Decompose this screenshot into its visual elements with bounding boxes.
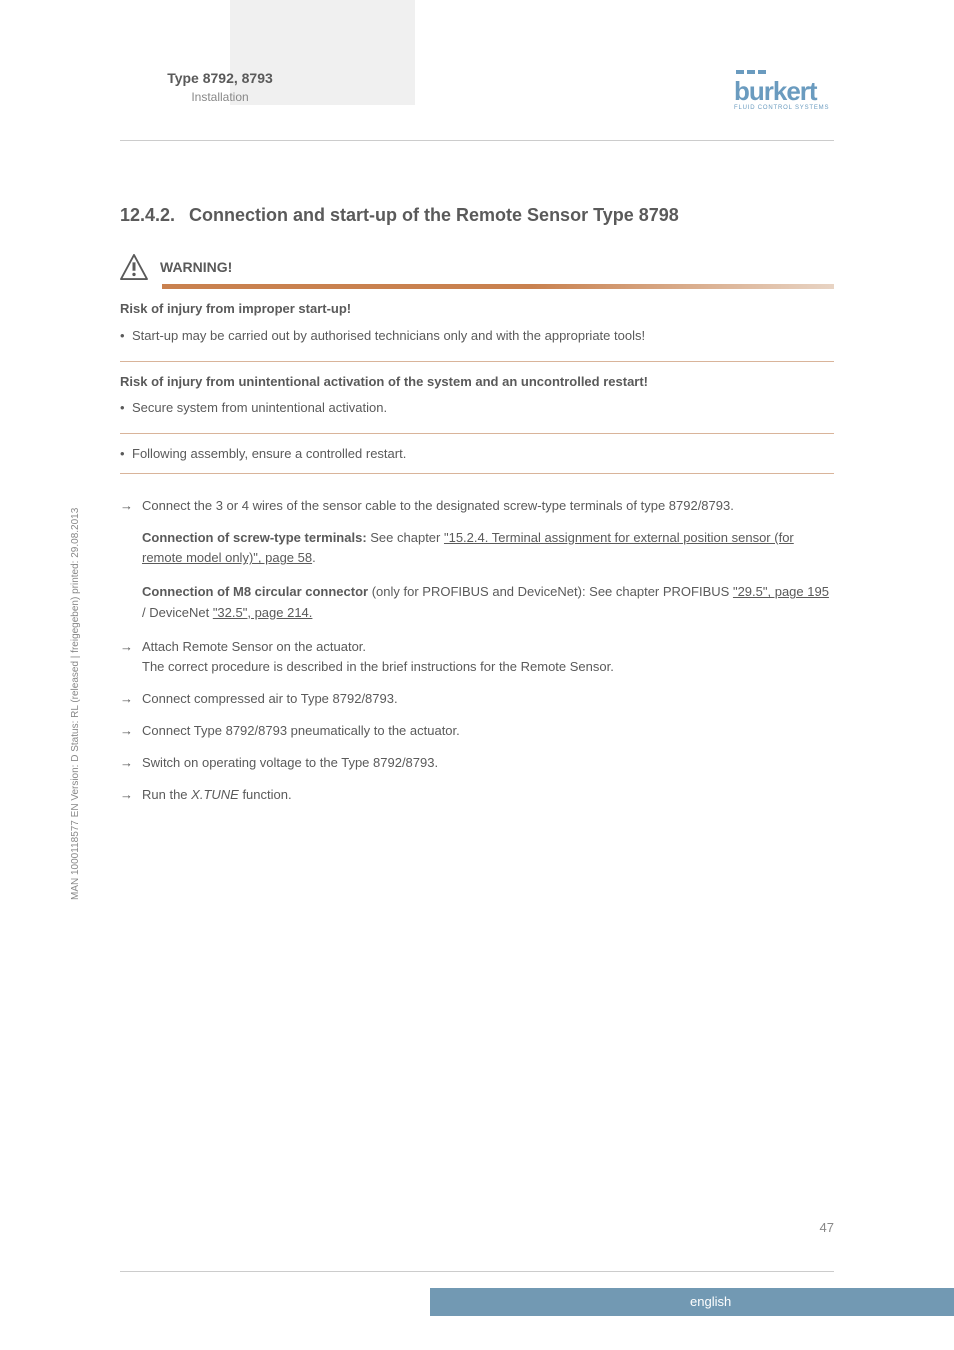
header-rule xyxy=(120,140,834,141)
step-5: → Switch on operating voltage to the Typ… xyxy=(120,753,834,773)
warning-rule-1 xyxy=(120,361,834,362)
main-content: 12.4.2. Connection and start-up of the Re… xyxy=(120,205,834,818)
arrow-icon: → xyxy=(120,785,133,805)
conn-m8-link1[interactable]: "29.5", page 195 xyxy=(733,584,829,599)
arrow-icon: → xyxy=(120,689,133,709)
step-5-text: Switch on operating voltage to the Type … xyxy=(142,755,438,770)
footer-rule xyxy=(120,1271,834,1272)
conn-m8-mid: / DeviceNet xyxy=(142,605,213,620)
section-title: 12.4.2. Connection and start-up of the Re… xyxy=(120,205,834,226)
warning-rule-3 xyxy=(120,473,834,474)
warning-bullet-1: Start-up may be carried out by authorise… xyxy=(120,326,834,347)
arrow-icon: → xyxy=(120,753,133,773)
warning-box: WARNING! Risk of injury from improper st… xyxy=(120,254,834,474)
warning-heading-1: Risk of injury from improper start-up! xyxy=(120,299,834,320)
vertical-meta-text: MAN 1000118577 EN Version: D Status: RL … xyxy=(70,508,81,900)
step-6: → Run the X.TUNE function. xyxy=(120,785,834,805)
warning-bullet-2b: Following assembly, ensure a controlled … xyxy=(120,444,834,465)
warning-heading-2: Risk of injury from unintentional activa… xyxy=(120,372,834,393)
step-3: → Connect compressed air to Type 8792/87… xyxy=(120,689,834,709)
header-subtitle: Installation xyxy=(120,90,320,104)
step-1: → Connect the 3 or 4 wires of the sensor… xyxy=(120,496,834,516)
step-4: → Connect Type 8792/8793 pneumatically t… xyxy=(120,721,834,741)
section-number: 12.4.2. xyxy=(120,205,175,225)
conn-screw-lead: Connection of screw-type terminals: xyxy=(142,530,370,545)
page-number: 47 xyxy=(820,1220,834,1235)
arrow-icon: → xyxy=(120,496,133,516)
body-text: → Connect the 3 or 4 wires of the sensor… xyxy=(120,496,834,806)
warning-label: WARNING! xyxy=(160,259,232,275)
warning-triangle-icon xyxy=(120,254,148,280)
type-line: Type 8792, 8793 xyxy=(120,70,320,86)
footer-bar: english xyxy=(430,1288,954,1316)
logo-text: burkert xyxy=(734,76,834,107)
page-header: Type 8792, 8793 Installation burkert FLU… xyxy=(0,70,954,111)
arrow-icon: → xyxy=(120,721,133,741)
conn-screw-tail: . xyxy=(312,550,316,565)
step-6-post: function. xyxy=(239,787,292,802)
step-6-italic: X.TUNE xyxy=(191,787,239,802)
footer-language: english xyxy=(690,1294,731,1309)
warning-rule-2 xyxy=(120,433,834,434)
connection-screw-block: Connection of screw-type terminals: See … xyxy=(120,528,834,568)
step-2: → Attach Remote Sensor on the actuator. … xyxy=(120,637,834,677)
header-right: burkert FLUID CONTROL SYSTEMS xyxy=(734,70,834,111)
step-2a-text: Attach Remote Sensor on the actuator. xyxy=(142,639,366,654)
connection-m8-block: Connection of M8 circular connector (onl… xyxy=(120,582,834,622)
arrow-icon: → xyxy=(120,637,133,657)
step-4-text: Connect Type 8792/8793 pneumatically to … xyxy=(142,723,460,738)
logo-subtext: FLUID CONTROL SYSTEMS xyxy=(734,105,834,111)
section-heading: Connection and start-up of the Remote Se… xyxy=(189,205,679,225)
warning-bar xyxy=(162,284,834,289)
warning-bullet-2a: Secure system from unintentional activat… xyxy=(120,398,834,419)
step-2b-text: The correct procedure is described in th… xyxy=(142,659,614,674)
step-1-text: Connect the 3 or 4 wires of the sensor c… xyxy=(142,498,734,513)
step-6-pre: Run the xyxy=(142,787,191,802)
conn-m8-paren: (only for PROFIBUS and DeviceNet): See c… xyxy=(372,584,733,599)
conn-screw-text: See chapter xyxy=(370,530,444,545)
conn-m8-link2[interactable]: "32.5", page 214. xyxy=(213,605,313,620)
conn-m8-lead: Connection of M8 circular connector xyxy=(142,584,372,599)
burkert-logo: burkert FLUID CONTROL SYSTEMS xyxy=(734,70,834,111)
step-3-text: Connect compressed air to Type 8792/8793… xyxy=(142,691,398,706)
logo-bars-icon xyxy=(736,70,834,74)
header-left: Type 8792, 8793 Installation xyxy=(120,70,320,104)
warning-header: WARNING! xyxy=(120,254,834,280)
